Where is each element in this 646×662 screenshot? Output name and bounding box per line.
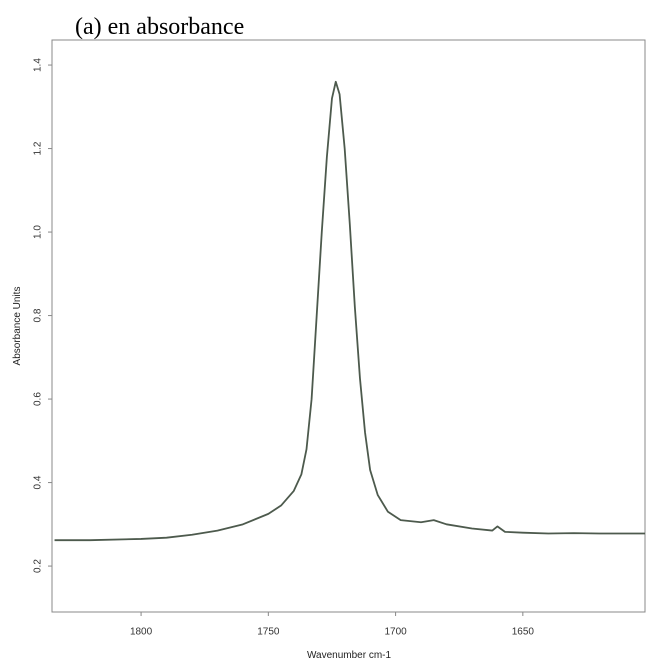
x-tick-label: 1700 [384,627,407,638]
y-tick-label: 0.6 [33,392,44,406]
x-tick-label: 1650 [512,627,535,638]
y-axis-label: Absorbance Units [12,287,23,366]
y-tick-label: 1.4 [33,58,44,72]
y-tick-label: 0.4 [33,475,44,489]
y-tick-label: 1.2 [33,141,44,155]
x-tick-label: 1800 [130,627,153,638]
x-axis-label: Wavenumber cm-1 [307,650,392,661]
plot-frame [51,39,646,613]
chart-title: (a) en absorbance [75,14,244,40]
spectrum-line [54,80,645,542]
x-tick-label: 1750 [257,627,280,638]
y-tick-label: 0.8 [33,308,44,322]
y-tick-label: 0.2 [33,559,44,573]
y-tick-label: 1.0 [33,225,44,239]
